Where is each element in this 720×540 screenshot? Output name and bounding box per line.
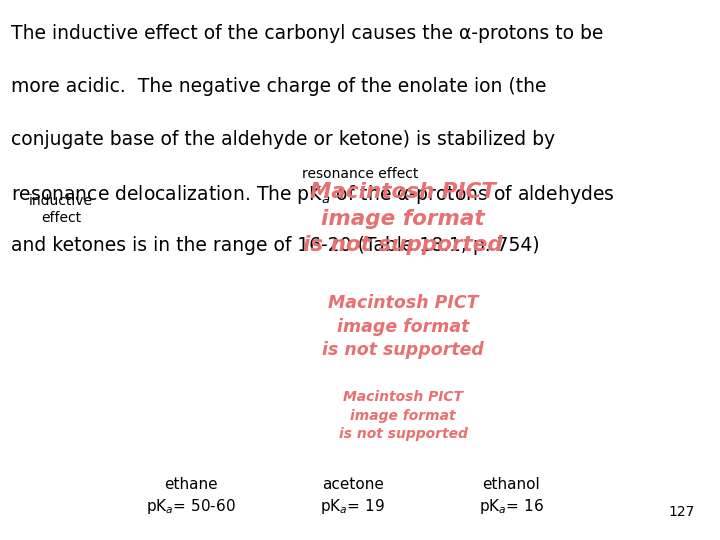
Text: more acidic.  The negative charge of the enolate ion (the: more acidic. The negative charge of the … (11, 77, 546, 96)
Text: resonance effect: resonance effect (302, 167, 418, 181)
Text: Macintosh PICT
image format
is not supported: Macintosh PICT image format is not suppo… (303, 183, 503, 255)
Text: 127: 127 (668, 505, 695, 519)
Text: inductive
effect: inductive effect (30, 194, 93, 225)
Text: pK$_a$= 50-60: pK$_a$= 50-60 (146, 497, 235, 516)
Text: conjugate base of the aldehyde or ketone) is stabilized by: conjugate base of the aldehyde or ketone… (11, 130, 555, 149)
Text: acetone: acetone (322, 477, 384, 492)
Text: Macintosh PICT
image format
is not supported: Macintosh PICT image format is not suppo… (323, 294, 484, 359)
Text: pK$_a$= 16: pK$_a$= 16 (479, 497, 544, 516)
Text: ethane: ethane (164, 477, 217, 492)
Text: resonance delocalization. The pK$_a$ of the α-protons of aldehydes: resonance delocalization. The pK$_a$ of … (11, 183, 615, 206)
Text: and ketones is in the range of 16-20 (Table 18.1, p. 754): and ketones is in the range of 16-20 (Ta… (11, 236, 539, 255)
Text: ethanol: ethanol (482, 477, 540, 492)
Text: Macintosh PICT
image format
is not supported: Macintosh PICT image format is not suppo… (339, 390, 467, 441)
Text: pK$_a$= 19: pK$_a$= 19 (320, 497, 385, 516)
Text: The inductive effect of the carbonyl causes the α-protons to be: The inductive effect of the carbonyl cau… (11, 24, 603, 43)
